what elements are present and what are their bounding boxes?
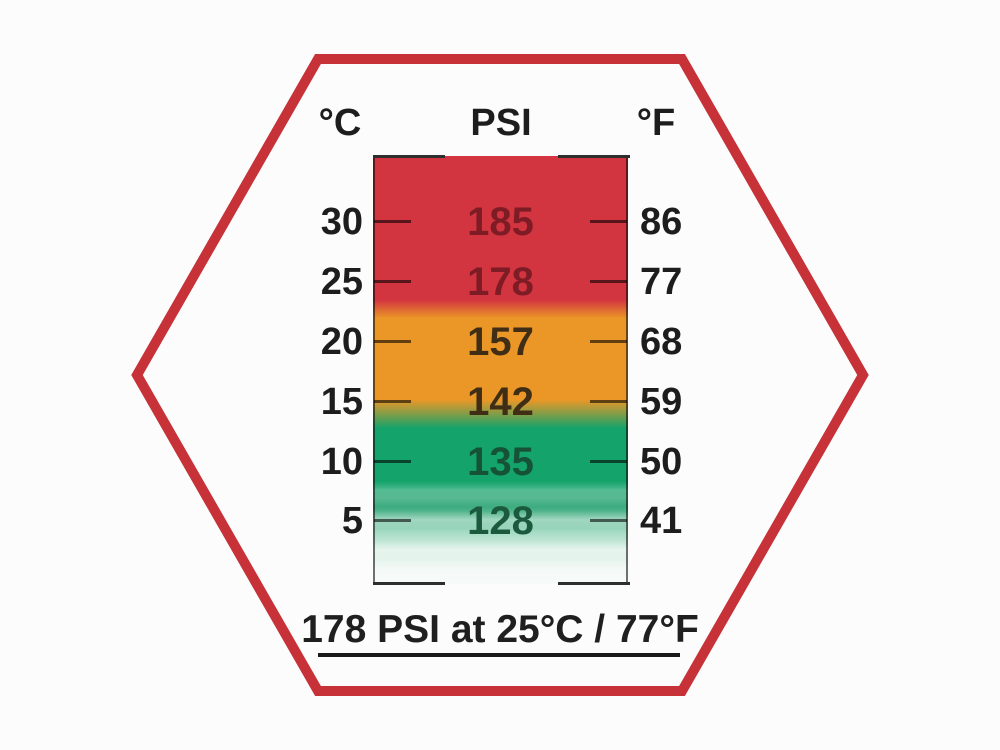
tick-mark [590, 340, 627, 343]
caption-underline [318, 653, 680, 657]
tick-mark [374, 340, 411, 343]
psi-value: 178 [467, 260, 534, 304]
bar-top-border-left [373, 155, 445, 158]
psi-value: 128 [467, 499, 534, 543]
fahrenheit-label: 50 [640, 441, 683, 483]
tick-mark [590, 519, 627, 522]
fahrenheit-label: 68 [640, 321, 683, 363]
celsius-label: 5 [341, 500, 363, 542]
column-header-psi: PSI [470, 102, 532, 144]
psi-value: 135 [467, 440, 534, 484]
celsius-label: 10 [320, 441, 363, 483]
fahrenheit-label: 59 [640, 381, 683, 423]
tick-mark [374, 220, 411, 223]
bar-bottom-border-left [373, 582, 445, 585]
tick-mark [590, 460, 627, 463]
fahrenheit-label: 86 [640, 201, 683, 243]
tick-mark [374, 280, 411, 283]
tick-mark [374, 400, 411, 403]
psi-value: 185 [467, 200, 534, 244]
fahrenheit-label: 77 [640, 261, 683, 303]
tick-mark [590, 220, 627, 223]
hexagon-border [131, 54, 869, 696]
reference-pressure-caption: 178 PSI at 25°C / 77°F [301, 608, 699, 651]
bar-bottom-border-right [558, 582, 630, 585]
fahrenheit-label: 41 [640, 500, 683, 542]
bar-top-border-right [558, 155, 630, 158]
celsius-label: 20 [320, 321, 363, 363]
psi-value: 142 [467, 380, 534, 424]
psi-value: 157 [467, 320, 534, 364]
column-header-fahrenheit: °F [636, 102, 676, 144]
tick-mark [590, 400, 627, 403]
column-header-celsius: °C [318, 102, 362, 144]
celsius-label: 25 [320, 261, 363, 303]
tick-mark [590, 280, 627, 283]
celsius-label: 15 [320, 381, 363, 423]
celsius-label: 30 [320, 201, 363, 243]
tick-mark [374, 519, 411, 522]
tick-mark [374, 460, 411, 463]
pressure-gradient-bar: 185 178 157 142 135 128 [373, 155, 630, 585]
